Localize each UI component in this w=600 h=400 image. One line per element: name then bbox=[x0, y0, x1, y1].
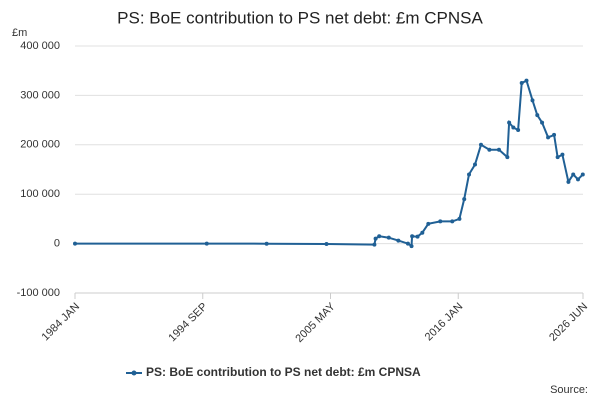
point bbox=[457, 216, 462, 221]
point bbox=[571, 172, 576, 177]
point bbox=[467, 172, 472, 177]
point bbox=[204, 241, 209, 246]
y-tick-label: 400 000 bbox=[20, 40, 60, 52]
point bbox=[487, 147, 492, 152]
x-tick-label: 2026 JUN bbox=[547, 301, 590, 344]
point bbox=[450, 219, 455, 224]
x-tick-label: 2016 JAN bbox=[423, 301, 466, 344]
point bbox=[324, 241, 329, 246]
point bbox=[511, 125, 516, 130]
source: Source: bbox=[550, 384, 588, 396]
point bbox=[264, 241, 269, 246]
point bbox=[496, 147, 501, 152]
chart-title: PS: BoE contribution to PS net debt: £m … bbox=[117, 8, 483, 27]
legend-marker bbox=[131, 370, 137, 376]
point bbox=[546, 135, 551, 140]
point bbox=[473, 162, 478, 167]
point bbox=[552, 132, 557, 137]
x-tick-label: 1984 JAN bbox=[40, 301, 83, 344]
point bbox=[560, 152, 565, 157]
x-tick-label: 2005 MAY bbox=[293, 300, 338, 345]
legend-label: PS: BoE contribution to PS net debt: £m … bbox=[146, 365, 421, 379]
point bbox=[507, 120, 512, 125]
point bbox=[409, 244, 414, 249]
point bbox=[438, 219, 443, 224]
y-tick-label: 300 000 bbox=[20, 89, 60, 101]
point bbox=[373, 236, 378, 241]
point bbox=[530, 98, 535, 103]
point bbox=[535, 113, 540, 118]
point bbox=[386, 235, 391, 240]
point bbox=[580, 172, 585, 177]
point bbox=[540, 120, 545, 125]
point bbox=[426, 221, 431, 226]
y-tick-label: 100 000 bbox=[20, 188, 60, 200]
point bbox=[372, 242, 377, 247]
y-tick-label: -100 000 bbox=[17, 287, 60, 299]
point bbox=[524, 78, 529, 83]
point bbox=[377, 234, 382, 239]
point bbox=[415, 234, 420, 239]
point bbox=[478, 142, 483, 147]
point bbox=[566, 179, 571, 184]
point bbox=[396, 238, 401, 243]
y-tick-label: 200 000 bbox=[20, 139, 60, 151]
x-tick-label: 1994 SEP bbox=[166, 301, 210, 345]
point bbox=[73, 241, 77, 246]
point bbox=[576, 177, 581, 182]
point bbox=[516, 127, 521, 132]
line bbox=[75, 79, 584, 248]
point bbox=[505, 155, 510, 160]
point bbox=[555, 155, 560, 160]
point bbox=[410, 234, 415, 239]
point bbox=[519, 81, 524, 86]
point bbox=[405, 241, 410, 246]
y-axis-label: £m bbox=[12, 27, 27, 39]
point bbox=[462, 197, 467, 202]
y-tick-label: 0 bbox=[54, 238, 60, 250]
point bbox=[420, 230, 425, 235]
